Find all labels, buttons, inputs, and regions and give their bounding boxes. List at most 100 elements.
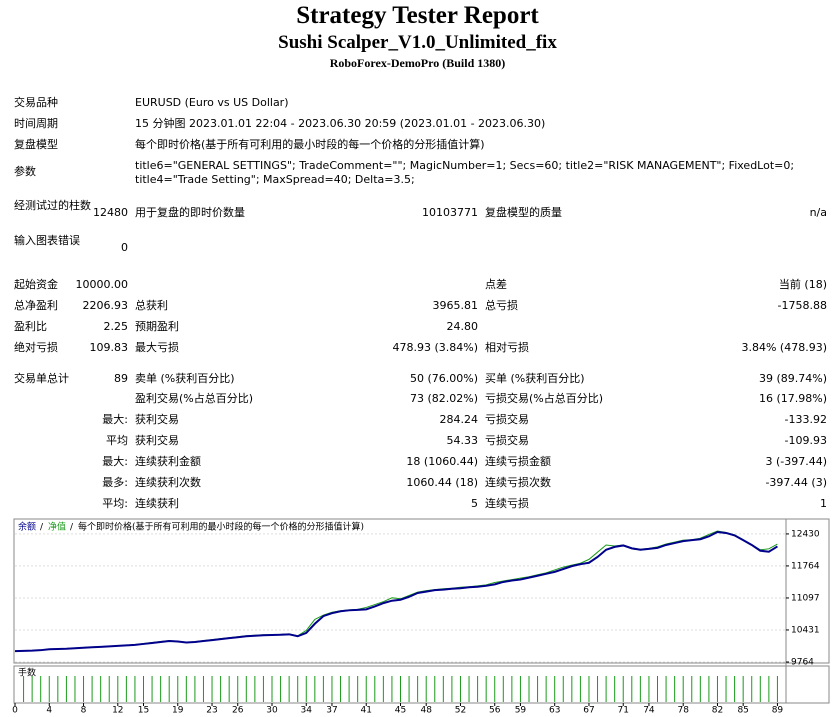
volume-frame (13, 665, 830, 704)
stat-value: -109.93 (784, 434, 827, 447)
y-tick-label: 11764 (791, 561, 820, 571)
stat-label: 连续获利次数 (135, 476, 201, 489)
stat-value: 10103771 (422, 206, 478, 219)
legend-entry: 余额 (18, 521, 36, 533)
stat-value: 109.83 (89, 341, 129, 354)
stat-label: 盈利比 (14, 320, 47, 333)
y-tick-label: 11097 (791, 593, 820, 603)
stat-value: 18 (1060.44) (406, 455, 478, 468)
x-tick-label: 85 (737, 706, 748, 716)
stat-label: 点差 (485, 278, 507, 291)
stat-label: 获利交易 (135, 434, 179, 447)
stat-value: 89 (114, 372, 128, 385)
stat-label: 总亏损 (485, 299, 518, 312)
stat-value: 3965.81 (432, 299, 479, 312)
stat-value: 50 (76.00%) (409, 372, 478, 385)
stat-label: 亏损交易 (485, 413, 529, 426)
stat-value: 16 (17.98%) (758, 392, 827, 405)
stat-value: 12480 (93, 206, 128, 219)
stat-label: 复盘模型的质量 (485, 206, 562, 219)
stat-value: 478.93 (3.84%) (392, 341, 478, 354)
stat-label: 亏损交易(%占总百分比) (485, 392, 604, 405)
setting-label: 复盘模型 (14, 138, 58, 151)
stat-value: 2206.93 (82, 299, 129, 312)
x-tick-label: 12 (112, 706, 123, 716)
stat-value: 54.33 (446, 434, 479, 447)
stat-label: 相对亏损 (485, 341, 529, 354)
stat-value: 3 (-397.44) (765, 455, 827, 468)
x-tick-label: 82 (712, 706, 723, 716)
report-title: Strategy Tester Report (296, 2, 539, 29)
x-tick-label: 56 (489, 706, 501, 716)
stat-value: 24.80 (446, 320, 479, 333)
setting-value: 每个即时价格(基于所有可利用的最小时段的每一个价格的分形插值计算) (135, 138, 485, 151)
stat-value: 当前 (18) (778, 278, 827, 291)
stat-label: 输入图表错误 (14, 234, 80, 247)
stat-label: 预期盈利 (135, 320, 179, 333)
stat-label: 连续亏损金额 (485, 455, 551, 468)
stat-label: 连续获利 (135, 497, 179, 510)
x-tick-label: 4 (46, 706, 52, 716)
stat-label: 连续亏损次数 (485, 476, 551, 489)
build-info: RoboForex-DemoPro (Build 1380) (329, 56, 506, 70)
stat-value: 10000.00 (75, 278, 129, 291)
stat-value: 284.24 (439, 413, 479, 426)
setting-label: 交易品种 (14, 96, 58, 109)
legend-separator: / (70, 523, 74, 533)
stat-value: 最多: (102, 476, 128, 489)
stat-label: 买单 (%获利百分比) (485, 372, 585, 385)
setting-label: 参数 (14, 165, 36, 178)
setting-value: title6="GENERAL SETTINGS"; TradeComment=… (135, 159, 795, 186)
setting-value: 15 分钟图 2023.01.01 22:04 - 2023.06.30 20:… (135, 117, 546, 130)
stat-value: 5 (471, 497, 478, 510)
x-tick-label: 19 (172, 706, 184, 716)
x-tick-label: 52 (455, 706, 466, 716)
stat-label: 用于复盘的即时价数量 (135, 206, 245, 219)
setting-value: EURUSD (Euro vs US Dollar) (135, 96, 289, 109)
legend-separator: / (40, 523, 44, 533)
y-tick-label: 12430 (791, 529, 820, 539)
x-tick-label: 63 (549, 706, 560, 716)
stat-label: 最大亏损 (135, 341, 179, 354)
x-tick-label: 74 (643, 706, 655, 716)
x-tick-label: 34 (301, 706, 313, 716)
volume-label: 手数 (18, 667, 36, 679)
stat-label: 绝对亏损 (14, 341, 58, 354)
stat-value: n/a (809, 206, 827, 219)
y-tick-label: 9764 (791, 658, 814, 668)
stat-value: -1758.88 (777, 299, 827, 312)
stat-value: 平均 (106, 434, 128, 447)
report-subtitle: Sushi Scalper_V1.0_Unlimited_fix (278, 32, 557, 53)
stat-label: 总净盈利 (14, 299, 58, 312)
x-tick-label: 89 (772, 706, 784, 716)
stat-label: 盈利交易(%占总百分比) (135, 392, 254, 405)
x-tick-label: 41 (361, 706, 372, 716)
stat-value: 2.25 (103, 320, 129, 333)
x-tick-label: 78 (677, 706, 689, 716)
legend-entry: 净值 (48, 521, 66, 533)
stat-value: 73 (82.02%) (409, 392, 478, 405)
model-label: 每个即时价格(基于所有可利用的最小时段的每一个价格的分形插值计算) (78, 521, 364, 533)
stat-label: 经测试过的柱数 (14, 199, 91, 212)
x-tick-label: 48 (420, 706, 432, 716)
stat-label: 亏损交易 (485, 434, 529, 447)
stat-label: 连续获利金额 (135, 455, 201, 468)
stat-value: 1 (820, 497, 827, 510)
stat-label: 连续亏损 (485, 497, 529, 510)
stat-value: 最大: (102, 413, 128, 426)
stat-label: 获利交易 (135, 413, 179, 426)
stat-label: 交易单总计 (14, 372, 69, 385)
x-tick-label: 0 (12, 706, 18, 716)
x-tick-label: 59 (515, 706, 527, 716)
stat-label: 起始资金 (14, 278, 58, 291)
series-line (14, 530, 778, 653)
x-tick-label: 45 (395, 706, 406, 716)
stat-value: -133.92 (784, 413, 827, 426)
y-tick-label: 10431 (791, 625, 820, 635)
stat-label: 总获利 (135, 299, 168, 312)
x-tick-label: 26 (232, 706, 244, 716)
x-tick-label: 23 (206, 706, 217, 716)
stat-value: 0 (121, 241, 128, 254)
